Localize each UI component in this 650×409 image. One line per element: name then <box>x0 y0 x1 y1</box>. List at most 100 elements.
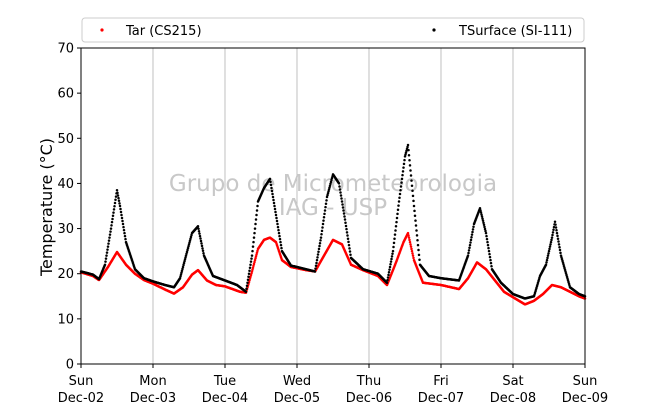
data-point <box>409 169 412 172</box>
data-point <box>327 190 330 193</box>
data-point <box>105 251 109 254</box>
data-point <box>324 202 328 205</box>
data-point <box>124 237 127 241</box>
data-point <box>417 253 421 257</box>
data-point <box>348 250 352 253</box>
data-point <box>403 155 407 158</box>
data-point <box>558 245 561 249</box>
data-point <box>109 227 113 230</box>
data-point <box>121 219 124 223</box>
data-point <box>344 221 347 224</box>
data-point <box>110 220 114 224</box>
data-point <box>467 251 470 255</box>
data-point <box>112 211 115 214</box>
data-point <box>478 207 482 210</box>
data-point <box>410 249 414 253</box>
data-point <box>185 250 189 254</box>
data-point <box>347 243 351 247</box>
data-point <box>340 197 343 200</box>
data-point <box>406 145 409 149</box>
data-point <box>414 219 417 222</box>
data-point <box>328 186 331 189</box>
data-point <box>183 260 186 263</box>
data-point <box>277 231 281 235</box>
series-tsurface <box>79 143 587 300</box>
data-point <box>181 267 184 271</box>
data-point <box>118 202 121 205</box>
data-point <box>275 216 278 220</box>
data-point <box>325 195 329 199</box>
data-point <box>468 243 472 247</box>
data-point <box>414 224 418 227</box>
data-point <box>188 239 192 242</box>
data-point <box>112 208 116 211</box>
series-tar <box>79 231 587 306</box>
data-point <box>253 231 256 235</box>
data-point <box>546 254 550 257</box>
data-point <box>329 180 333 184</box>
data-point <box>323 209 327 212</box>
data-point <box>118 204 122 208</box>
data-point <box>409 174 413 177</box>
data-point <box>108 236 111 239</box>
data-point <box>392 241 396 245</box>
data-point <box>555 229 558 232</box>
data-point <box>338 185 341 188</box>
data-point <box>119 210 123 214</box>
data-point <box>179 275 182 278</box>
data-point <box>109 230 112 233</box>
data-point <box>410 247 413 251</box>
data-point <box>254 218 258 221</box>
data-point <box>272 201 276 205</box>
legend: Tar (CS215) TSurface (SI-111) <box>81 17 585 43</box>
data-point <box>186 248 189 252</box>
data-point <box>180 269 184 272</box>
y-tick-label: 30 <box>57 222 74 237</box>
data-point <box>487 249 491 253</box>
data-point <box>483 227 487 231</box>
data-point <box>324 205 327 209</box>
data-point <box>483 225 486 229</box>
data-point <box>255 209 259 212</box>
data-point <box>412 199 415 203</box>
x-tick-label-date: Dec-02 <box>58 391 104 406</box>
data-point <box>387 270 391 274</box>
data-point <box>244 290 248 294</box>
y-tick-label: 60 <box>57 87 74 102</box>
data-point <box>397 200 401 203</box>
data-point <box>117 196 120 200</box>
data-point <box>470 235 473 239</box>
data-point <box>551 233 554 237</box>
data-point <box>114 198 117 202</box>
data-point <box>111 214 115 218</box>
data-point <box>253 260 256 264</box>
data-point <box>115 188 119 192</box>
data-point <box>322 219 325 222</box>
data-point <box>547 249 551 253</box>
data-point <box>391 249 395 253</box>
data-point <box>486 243 490 247</box>
data-point <box>276 222 279 226</box>
data-point <box>318 241 322 245</box>
data-point <box>396 208 400 212</box>
data-point <box>108 233 112 236</box>
data-point <box>105 254 108 257</box>
data-point <box>250 257 253 260</box>
data-point <box>402 166 405 169</box>
data-point <box>245 287 248 291</box>
x-tick-label-date: Dec-07 <box>418 391 464 406</box>
y-tick-label: 50 <box>57 132 74 147</box>
data-point <box>404 151 408 154</box>
data-point <box>273 207 277 211</box>
data-point <box>316 256 319 259</box>
data-point <box>488 252 491 256</box>
data-point <box>545 258 549 262</box>
data-point <box>330 176 334 180</box>
data-point <box>401 170 405 173</box>
data-point <box>189 237 192 240</box>
data-point <box>390 257 393 261</box>
data-point <box>547 252 550 255</box>
data-point <box>199 237 202 240</box>
data-point <box>247 275 250 278</box>
data-point <box>482 223 486 227</box>
